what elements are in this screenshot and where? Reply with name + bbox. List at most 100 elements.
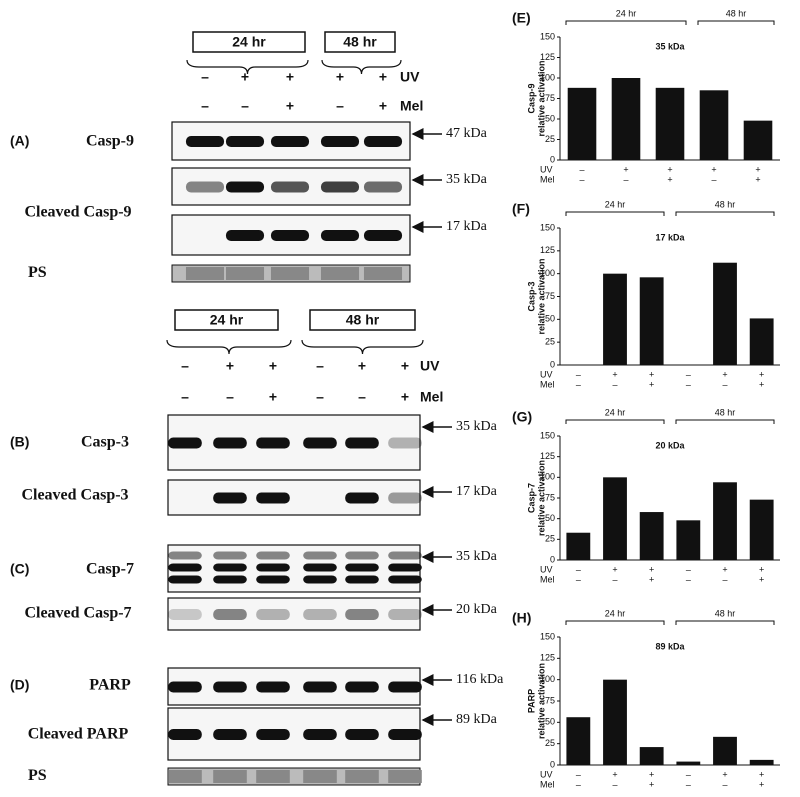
blot-band — [345, 551, 379, 560]
group-label: 48 hr — [346, 312, 380, 328]
bar — [603, 679, 627, 765]
group-bracket — [565, 20, 687, 25]
group-brace — [301, 339, 424, 355]
y-axis-label: relative activation — [536, 460, 546, 536]
uv-sign: + — [759, 564, 764, 574]
blot-band — [303, 551, 337, 560]
bar — [567, 87, 597, 160]
size-marker: 35 kDa — [456, 419, 498, 434]
uv-sign: + — [759, 769, 764, 779]
group-label: 24 hr — [605, 199, 626, 209]
blot-band — [363, 181, 403, 193]
ps-lane — [225, 267, 265, 280]
group-label: 24 hr — [605, 608, 626, 618]
chart-title: 20 kDa — [655, 440, 685, 450]
bar — [603, 477, 627, 560]
y-axis-label: relative activation — [536, 258, 546, 334]
size-marker: 116 kDa — [456, 672, 504, 687]
mel-sign: – — [612, 574, 617, 584]
y-tick-label: 25 — [545, 337, 555, 347]
mel-sign: + — [755, 174, 760, 184]
mel-sign: – — [722, 779, 727, 789]
mel-sign: + — [759, 779, 764, 789]
blot-band — [303, 729, 337, 740]
blot-band — [168, 729, 202, 740]
row-label: Cleaved PARP — [28, 726, 129, 743]
group-bracket — [565, 211, 665, 216]
row-label: Cleaved Casp-9 — [24, 204, 131, 221]
row-label: Cleaved Casp-7 — [24, 605, 131, 622]
uv-sign: – — [201, 69, 209, 85]
bar — [743, 120, 773, 160]
y-tick-label: 100 — [540, 674, 555, 684]
blot-band — [213, 437, 247, 449]
row-label: Casp-7 — [86, 561, 134, 578]
y-axis-label: PARP — [526, 689, 536, 713]
group-label: 24 hr — [210, 312, 244, 328]
blot-band — [345, 729, 379, 740]
group-label: 24 hr — [616, 8, 637, 18]
row-label: Casp-3 — [81, 434, 129, 451]
blot-band — [345, 492, 379, 504]
blot-band — [345, 681, 379, 693]
uv-sign: + — [623, 164, 628, 174]
y-axis-label: Casp-3 — [526, 281, 536, 311]
y-tick-label: 25 — [545, 534, 555, 544]
mel-sign: + — [759, 379, 764, 389]
uv-sign: + — [269, 358, 277, 374]
size-marker: 47 kDa — [446, 126, 488, 141]
mel-sign: – — [711, 174, 716, 184]
size-marker: 35 kDa — [446, 172, 488, 187]
uv-label: UV — [400, 69, 420, 85]
uv-sign: + — [226, 358, 234, 374]
bar — [699, 90, 729, 160]
y-tick-label: 0 — [550, 759, 555, 769]
y-tick-label: 75 — [545, 291, 555, 301]
y-tick-label: 25 — [545, 134, 555, 144]
y-tick-label: 50 — [545, 314, 555, 324]
uv-sign: + — [241, 69, 249, 85]
ps-lane — [303, 770, 337, 783]
blot-band — [345, 609, 379, 620]
blot-band — [345, 563, 379, 572]
blot-band — [185, 181, 225, 193]
blot-band — [345, 575, 379, 584]
mel-sign: – — [623, 174, 628, 184]
uv-sign: – — [576, 769, 581, 779]
y-axis-label: relative activation — [536, 663, 546, 739]
y-tick-label: 125 — [540, 245, 555, 255]
bar — [676, 520, 701, 560]
size-marker: 89 kDa — [456, 712, 498, 727]
bar — [713, 736, 737, 765]
mel-sign: + — [286, 98, 294, 114]
blot-box — [167, 544, 421, 593]
blot-band — [303, 609, 337, 620]
group-box — [192, 31, 306, 53]
group-box — [174, 309, 279, 331]
group-label: 48 hr — [343, 34, 377, 50]
bar — [603, 273, 627, 365]
panel-label: (D) — [10, 677, 29, 693]
mel-sign: + — [649, 379, 654, 389]
blot-band — [225, 136, 265, 147]
y-tick-label: 50 — [545, 717, 555, 727]
ps-strip — [167, 767, 421, 786]
bar — [639, 512, 664, 560]
mel-sign: – — [579, 174, 584, 184]
blot-band — [388, 492, 422, 504]
ps-lane — [270, 267, 310, 280]
row-label: UV — [540, 769, 553, 779]
blot-band — [363, 136, 403, 147]
group-bracket — [697, 20, 775, 25]
uv-sign: + — [649, 564, 654, 574]
bar — [749, 318, 774, 365]
blot-band — [168, 563, 202, 572]
mel-sign: – — [576, 574, 581, 584]
uv-sign: + — [755, 164, 760, 174]
uv-sign: – — [316, 358, 324, 374]
y-axis-label: relative activation — [536, 60, 546, 136]
blot-band — [213, 551, 247, 560]
blot-box — [167, 414, 421, 471]
uv-sign: – — [576, 564, 581, 574]
blot-band — [320, 230, 360, 241]
